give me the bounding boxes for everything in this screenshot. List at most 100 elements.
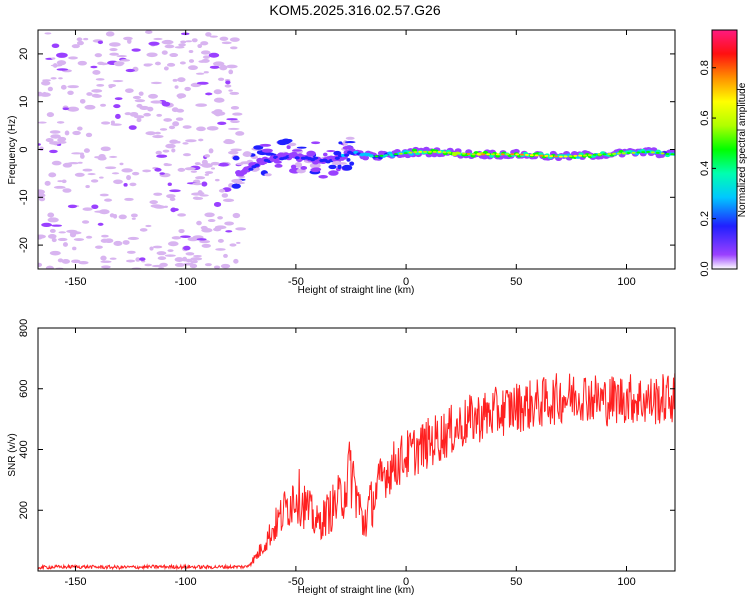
- noise-blob: [224, 84, 232, 88]
- noise-blob: [125, 259, 136, 263]
- noise-blob: [113, 61, 124, 67]
- noise-blob: [127, 38, 132, 44]
- noise-blob: [166, 194, 176, 199]
- noise-blob: [235, 227, 247, 231]
- noise-blob: [83, 37, 89, 41]
- noise-blob: [167, 182, 172, 187]
- noise-blob: [132, 171, 140, 176]
- noise-blob: [128, 125, 137, 130]
- y-tick-label: -20: [18, 237, 30, 253]
- noise-blob: [57, 180, 64, 183]
- noise-blob: [56, 121, 65, 124]
- noise-blob: [62, 242, 69, 247]
- noise-blob: [175, 141, 181, 144]
- noise-blob: [214, 225, 227, 230]
- noise-blob: [56, 60, 67, 66]
- noise-blob: [86, 92, 93, 96]
- noise-blob: [214, 109, 223, 113]
- signal-peak: [549, 155, 554, 158]
- signal-halo: [326, 150, 336, 153]
- noise-blob: [38, 262, 43, 267]
- noise-blob: [67, 106, 80, 112]
- noise-blob: [168, 125, 176, 130]
- signal-peak: [505, 153, 510, 156]
- noise-blob: [213, 89, 222, 95]
- signal-peak: [544, 154, 549, 157]
- noise-blob: [71, 44, 80, 49]
- noise-blob: [203, 71, 209, 74]
- noise-blob: [178, 228, 185, 234]
- signal-halo: [346, 158, 351, 162]
- y-tick-label: 800: [18, 319, 30, 337]
- noise-blob: [116, 55, 128, 58]
- noise-blob: [215, 113, 221, 117]
- signal-peak: [398, 152, 403, 155]
- noise-blob: [85, 132, 93, 138]
- noise-blob: [143, 63, 152, 67]
- signal-peak: [486, 153, 491, 156]
- noise-blob: [119, 162, 124, 166]
- noise-blob: [100, 255, 107, 261]
- signal-halo: [286, 145, 291, 150]
- signal-peak: [447, 151, 452, 154]
- noise-blob: [68, 56, 78, 60]
- noise-blob: [100, 260, 112, 263]
- noise-blob: [213, 97, 225, 103]
- noise-blob: [77, 126, 83, 131]
- noise-blob: [51, 43, 60, 49]
- signal-peak: [655, 151, 660, 154]
- noise-blob: [215, 248, 226, 251]
- noise-blob: [156, 154, 168, 158]
- noise-blob: [67, 162, 80, 165]
- signal-halo: [288, 142, 297, 147]
- signal-peak: [490, 153, 495, 156]
- noise-blob: [229, 46, 238, 50]
- noise-blob: [229, 37, 240, 42]
- signal-halo: [309, 162, 321, 169]
- x-tick-label: -100: [175, 276, 197, 288]
- snr-y-axis: 200 400 600 800: [18, 319, 675, 519]
- noise-blob: [91, 204, 99, 209]
- noise-blob: [109, 52, 119, 56]
- noise-blob: [199, 194, 209, 197]
- noise-blob: [87, 173, 96, 176]
- noise-blob: [226, 118, 238, 121]
- snr-panel: -150 -100 -50 0 50 100 200 400 600 800 Height of…: [7, 319, 676, 596]
- noise-blob: [96, 84, 105, 87]
- spectrogram-x-axis: -150 -100 -50 0 50 100: [64, 30, 636, 288]
- noise-blob: [50, 77, 57, 80]
- noise-blob: [152, 134, 164, 139]
- noise-blob: [233, 258, 239, 264]
- snr-x-axis: -150 -100 -50 0 50 100: [64, 328, 636, 588]
- signal-peak: [476, 153, 481, 156]
- noise-blob: [135, 257, 141, 262]
- colorbar-gradient: [711, 29, 738, 270]
- noise-blob: [201, 159, 208, 165]
- signal-peak: [597, 153, 602, 156]
- noise-blob: [90, 65, 98, 69]
- signal-halo: [235, 181, 246, 185]
- signal-core: [297, 153, 303, 157]
- noise-blob: [46, 112, 55, 118]
- noise-blob: [220, 263, 231, 269]
- signal-band: [362, 155, 370, 161]
- noise-blob: [79, 98, 86, 104]
- noise-blob: [153, 37, 163, 41]
- noise-blob: [190, 257, 203, 261]
- noise-blob: [39, 146, 44, 152]
- noise-blob: [161, 39, 174, 45]
- noise-blob: [71, 152, 82, 155]
- signal-peak: [389, 153, 394, 156]
- noise-blob: [71, 259, 81, 264]
- noise-blob: [164, 163, 172, 167]
- noise-blob: [223, 253, 228, 258]
- noise-blob: [209, 65, 220, 69]
- signal-halo: [318, 175, 329, 179]
- noise-blob: [112, 79, 124, 83]
- noise-blob: [222, 198, 235, 203]
- noise-blob: [212, 61, 225, 67]
- noise-blob: [201, 181, 208, 187]
- noise-blob: [164, 44, 175, 49]
- noise-blob: [232, 212, 241, 219]
- signal-peak: [660, 152, 665, 155]
